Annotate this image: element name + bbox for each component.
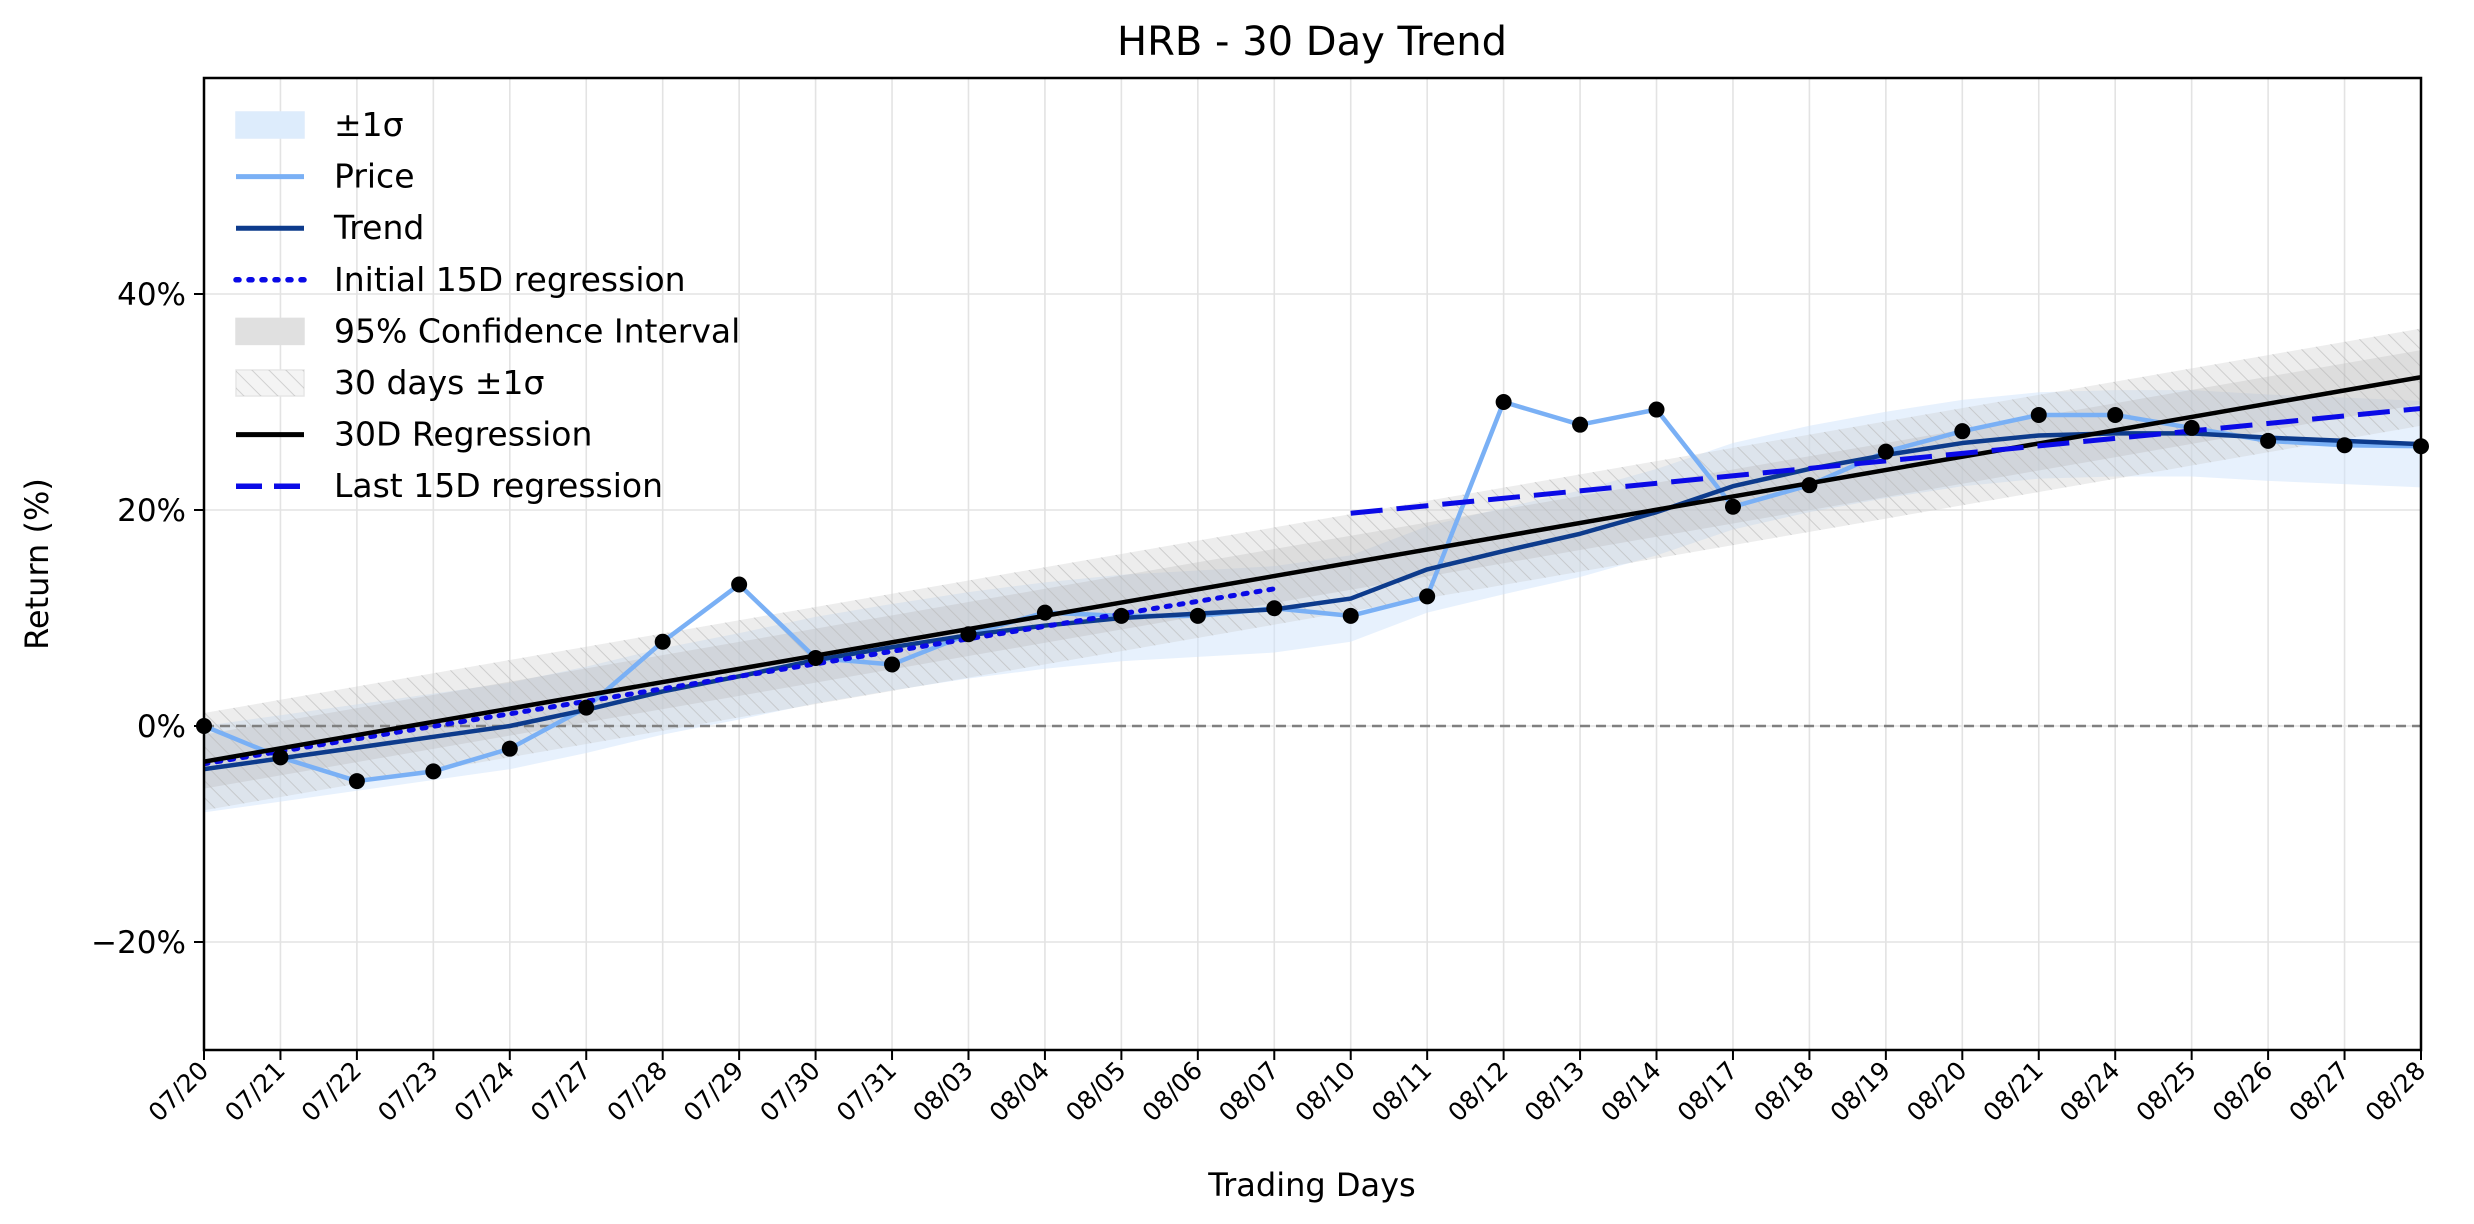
price-point	[2183, 419, 2200, 436]
x-tick-label: 07/28	[601, 1056, 672, 1127]
price-point	[578, 699, 595, 716]
price-point	[731, 576, 748, 593]
y-tick-label: 0%	[137, 709, 186, 745]
price-point	[1877, 443, 1894, 460]
legend-label: 95% Confidence Interval	[334, 311, 740, 350]
y-axis-label: Return (%)	[18, 478, 56, 650]
price-point	[2260, 432, 2277, 449]
legend-item: 30 days ±1σ	[235, 363, 544, 402]
x-tick-label: 08/20	[1901, 1056, 1972, 1127]
series-trend	[204, 431, 2421, 772]
legend-item: Trend	[236, 208, 424, 247]
legend-label: Price	[334, 157, 415, 196]
y-tick-label: 20%	[117, 493, 186, 529]
x-tick-label: 07/30	[754, 1056, 825, 1127]
x-tick-label: 08/18	[1748, 1056, 1819, 1127]
legend-item: 95% Confidence Interval	[235, 311, 740, 350]
x-tick-label: 08/19	[1825, 1056, 1896, 1127]
legend-item: ±1σ	[235, 105, 404, 144]
price-point	[654, 633, 671, 650]
price-point	[1572, 416, 1589, 433]
legend-swatch	[235, 317, 305, 346]
price-point	[2107, 406, 2124, 423]
legend-label: 30D Regression	[334, 415, 592, 454]
y-tick-label: 40%	[117, 277, 186, 313]
price-point	[501, 740, 518, 757]
x-tick-label: 08/26	[2207, 1056, 2278, 1127]
x-tick-label: 08/13	[1519, 1056, 1590, 1127]
legend-label: 30 days ±1σ	[334, 363, 544, 402]
price-point	[2030, 406, 2047, 423]
x-tick-label: 07/24	[449, 1056, 520, 1127]
price-point	[1189, 607, 1206, 624]
x-tick-label: 08/12	[1442, 1056, 1513, 1127]
legend-item: Initial 15D regression	[233, 260, 686, 299]
x-tick-label: 07/22	[296, 1056, 367, 1127]
legend: ±1σ Price Trend Initial 15D regression 95% C…	[233, 105, 740, 505]
price-point	[1419, 588, 1436, 605]
x-tick-label: 08/24	[2054, 1056, 2125, 1127]
price-point	[1648, 401, 1665, 418]
legend-item: 30D Regression	[236, 415, 592, 454]
x-axis-label: Trading Days	[1207, 1166, 1415, 1204]
price-point	[1113, 607, 1130, 624]
x-tick-label: 08/07	[1213, 1056, 1284, 1127]
x-tick-label: 08/06	[1137, 1056, 1208, 1127]
price-point	[1495, 394, 1512, 410]
legend-label: ±1σ	[334, 105, 404, 144]
x-tick-label: 07/31	[831, 1056, 902, 1127]
price-point	[1036, 604, 1053, 621]
x-tick-label: 07/21	[219, 1056, 290, 1127]
legend-label: Last 15D regression	[334, 466, 663, 505]
price-point	[2336, 437, 2353, 454]
x-tick-label: 07/23	[372, 1056, 443, 1127]
price-point	[807, 649, 824, 666]
price-point	[272, 749, 289, 766]
plot-frame	[202, 76, 2423, 1052]
price-point	[960, 626, 977, 643]
x-tick-label: 08/11	[1366, 1056, 1437, 1127]
lines-layer	[204, 374, 2421, 784]
y-axis: −20% 0% 20% 40%	[91, 277, 204, 961]
x-tick-label: 08/14	[1595, 1056, 1666, 1127]
price-point	[1954, 423, 1971, 440]
x-tick-label: 08/10	[1290, 1056, 1361, 1127]
x-tick-label: 08/03	[907, 1056, 978, 1127]
x-tick-label: 08/17	[1672, 1056, 1743, 1127]
series-last-15d-regression	[1350, 405, 2421, 516]
x-tick-label: 08/05	[1060, 1056, 1131, 1127]
legend-swatch-hatch	[236, 370, 304, 396]
legend-item: Price	[236, 157, 415, 196]
x-tick-label: 07/29	[678, 1056, 749, 1127]
price-point	[425, 763, 442, 780]
x-tick-label: 08/27	[2283, 1056, 2354, 1127]
legend-label: Trend	[333, 208, 424, 247]
x-tick-label: 08/21	[1978, 1056, 2049, 1127]
y-tick-label: −20%	[91, 925, 186, 961]
x-axis: 07/20 07/21 07/22 07/23 07/24 07/27 07/28 07/29…	[143, 1050, 2431, 1127]
price-point	[1342, 607, 1359, 624]
price-point	[1801, 477, 1818, 494]
x-tick-label: 08/04	[984, 1056, 1055, 1127]
series-30d-regression	[204, 374, 2421, 764]
price-point	[884, 656, 901, 673]
price-point	[1266, 600, 1283, 617]
x-tick-label: 08/28	[2360, 1056, 2431, 1127]
x-tick-label: 08/25	[2130, 1056, 2201, 1127]
price-point	[1724, 498, 1741, 515]
legend-swatch	[235, 111, 305, 139]
points-layer	[196, 394, 2429, 790]
chart-title: HRB - 30 Day Trend	[1117, 19, 1507, 65]
x-tick-label: 07/27	[525, 1056, 596, 1127]
x-tick-label: 07/20	[143, 1056, 214, 1127]
price-point	[348, 773, 365, 790]
legend-label: Initial 15D regression	[334, 260, 686, 299]
series-initial-15d-regression	[204, 586, 1277, 767]
legend-item: Last 15D regression	[236, 466, 663, 505]
